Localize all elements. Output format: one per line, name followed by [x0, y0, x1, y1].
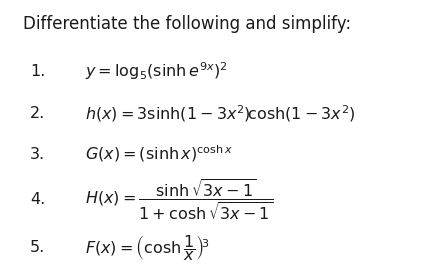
- Text: 4.: 4.: [30, 192, 45, 207]
- Text: $y=\log_5\!\left(\sinh e^{9x}\right)^2$: $y=\log_5\!\left(\sinh e^{9x}\right)^2$: [85, 60, 228, 82]
- Text: 1.: 1.: [30, 64, 45, 79]
- Text: $F(x)=\left(\cosh\dfrac{1}{x}\right)^{\!3}$: $F(x)=\left(\cosh\dfrac{1}{x}\right)^{\!…: [85, 233, 210, 263]
- Text: $G(x)=\left(\sinh x\right)^{\cosh x}$: $G(x)=\left(\sinh x\right)^{\cosh x}$: [85, 144, 233, 165]
- Text: 3.: 3.: [30, 147, 45, 162]
- Text: Differentiate the following and simplify:: Differentiate the following and simplify…: [23, 15, 351, 33]
- Text: 5.: 5.: [30, 240, 45, 255]
- Text: $h(x)=3\sinh\!\left(1-3x^2\right)\!\cosh\!\left(1-3x^2\right)$: $h(x)=3\sinh\!\left(1-3x^2\right)\!\cosh…: [85, 103, 356, 124]
- Text: 2.: 2.: [30, 106, 45, 121]
- Text: $H(x)=\dfrac{\sinh\sqrt{3x-1}}{1+\cosh\sqrt{3x-1}}$: $H(x)=\dfrac{\sinh\sqrt{3x-1}}{1+\cosh\s…: [85, 177, 273, 222]
